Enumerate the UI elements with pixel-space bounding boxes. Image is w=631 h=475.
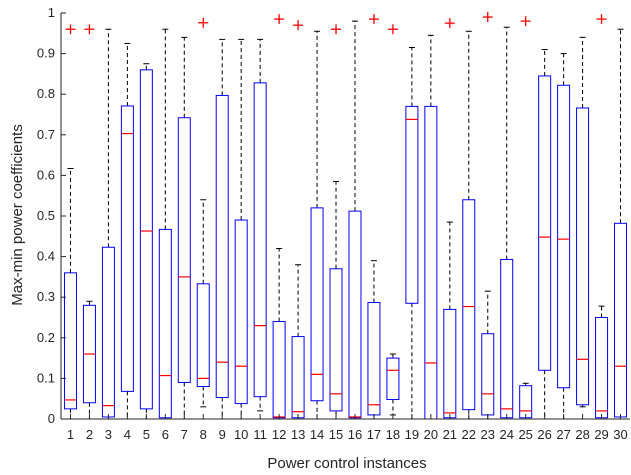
x-tick-label: 19 <box>405 427 419 442</box>
box-body <box>177 117 191 383</box>
box-body <box>215 94 229 398</box>
box-body <box>139 69 153 410</box>
y-tick-label: 0.1 <box>37 370 55 385</box>
y-tick-label: 0.7 <box>37 127 55 142</box>
outlier-marker <box>198 17 209 28</box>
x-tick-label: 24 <box>499 427 513 442</box>
outlier-marker <box>65 24 76 35</box>
x-tick-label: 20 <box>424 427 438 442</box>
x-tick-label: 28 <box>575 427 589 442</box>
box-body <box>120 105 134 392</box>
y-tick-label: 0 <box>48 411 55 426</box>
x-tick-label: 3 <box>105 427 112 442</box>
x-tick-label: 10 <box>234 427 248 442</box>
box-19 <box>405 47 419 420</box>
box-15 <box>329 24 343 420</box>
x-tick-label: 17 <box>367 427 381 442</box>
x-tick-label: 26 <box>537 427 551 442</box>
outlier-marker <box>520 16 531 27</box>
y-tick-label: 0.4 <box>37 249 55 264</box>
x-tick-label: 13 <box>291 427 305 442</box>
outlier-marker <box>387 24 398 35</box>
box-28 <box>576 36 590 408</box>
x-tick-label: 23 <box>481 427 495 442</box>
outlier-marker <box>293 20 304 31</box>
outlier-marker <box>444 18 455 29</box>
x-tick-label: 29 <box>594 427 608 442</box>
outlier-marker <box>331 24 342 35</box>
x-tick-label: 25 <box>518 427 532 442</box>
outlier-marker <box>596 14 607 25</box>
x-tick-label: 6 <box>162 427 169 442</box>
box-body <box>557 84 571 389</box>
box-body <box>63 272 77 410</box>
box-body <box>253 82 267 398</box>
x-tick-label: 4 <box>124 427 131 442</box>
x-tick-label: 18 <box>386 427 400 442</box>
x-tick-label: 11 <box>253 427 267 442</box>
outlier-marker <box>84 24 95 35</box>
box-11 <box>253 38 267 412</box>
x-tick-label: 1 <box>67 427 74 442</box>
box-18 <box>386 24 400 416</box>
x-tick-label: 27 <box>556 427 570 442</box>
box-body <box>196 283 210 388</box>
x-tick-label: 9 <box>219 427 226 442</box>
y-tick-label: 0.5 <box>37 208 55 223</box>
box-7 <box>177 36 191 420</box>
box-body <box>310 207 324 402</box>
x-tick-label: 7 <box>181 427 188 442</box>
outlier-marker <box>368 14 379 25</box>
x-tick-label: 14 <box>310 427 324 442</box>
y-axis-ticks: 0 0.1 0.2 0.3 0.4 0.5 0.6 0.7 0.8 0.9 1 <box>37 5 66 426</box>
y-tick-label: 0.8 <box>37 86 55 101</box>
plot-background <box>61 13 630 419</box>
x-axis-ticks: 1 2 3 4 5 6 7 8 9 10 11 12 13 14 15 16 17 18 19 20 21 22 23 24 2… <box>67 414 628 442</box>
x-tick-label: 2 <box>86 427 93 442</box>
x-tick-label: 22 <box>462 427 476 442</box>
y-axis-label: Max-min power coefficients <box>9 124 26 305</box>
box-body <box>576 107 590 406</box>
box-body <box>386 357 400 401</box>
y-tick-label: 0.9 <box>37 46 55 61</box>
y-tick-label: 0.3 <box>37 289 55 304</box>
x-tick-label: 21 <box>443 427 457 442</box>
y-tick-label: 0.2 <box>37 330 55 345</box>
box-22 <box>462 30 476 420</box>
y-tick-label: 0.6 <box>37 167 55 182</box>
x-tick-label: 16 <box>348 427 362 442</box>
plot-area <box>61 13 630 419</box>
x-axis-label: Power control instances <box>267 455 426 472</box>
outlier-marker <box>482 12 493 23</box>
box-body <box>405 105 419 304</box>
box-26 <box>538 49 552 420</box>
x-tick-label: 8 <box>200 427 207 442</box>
x-tick-label: 30 <box>613 427 627 442</box>
x-tick-label: 15 <box>329 427 343 442</box>
x-tick-label: 12 <box>272 427 286 442</box>
box-body <box>329 268 343 412</box>
box-body <box>234 219 248 405</box>
box-body <box>462 199 476 411</box>
x-tick-label: 5 <box>143 427 150 442</box>
box-8 <box>196 17 210 408</box>
outlier-marker <box>274 14 285 25</box>
y-tick-label: 1 <box>48 5 55 20</box>
box-body <box>538 75 552 371</box>
